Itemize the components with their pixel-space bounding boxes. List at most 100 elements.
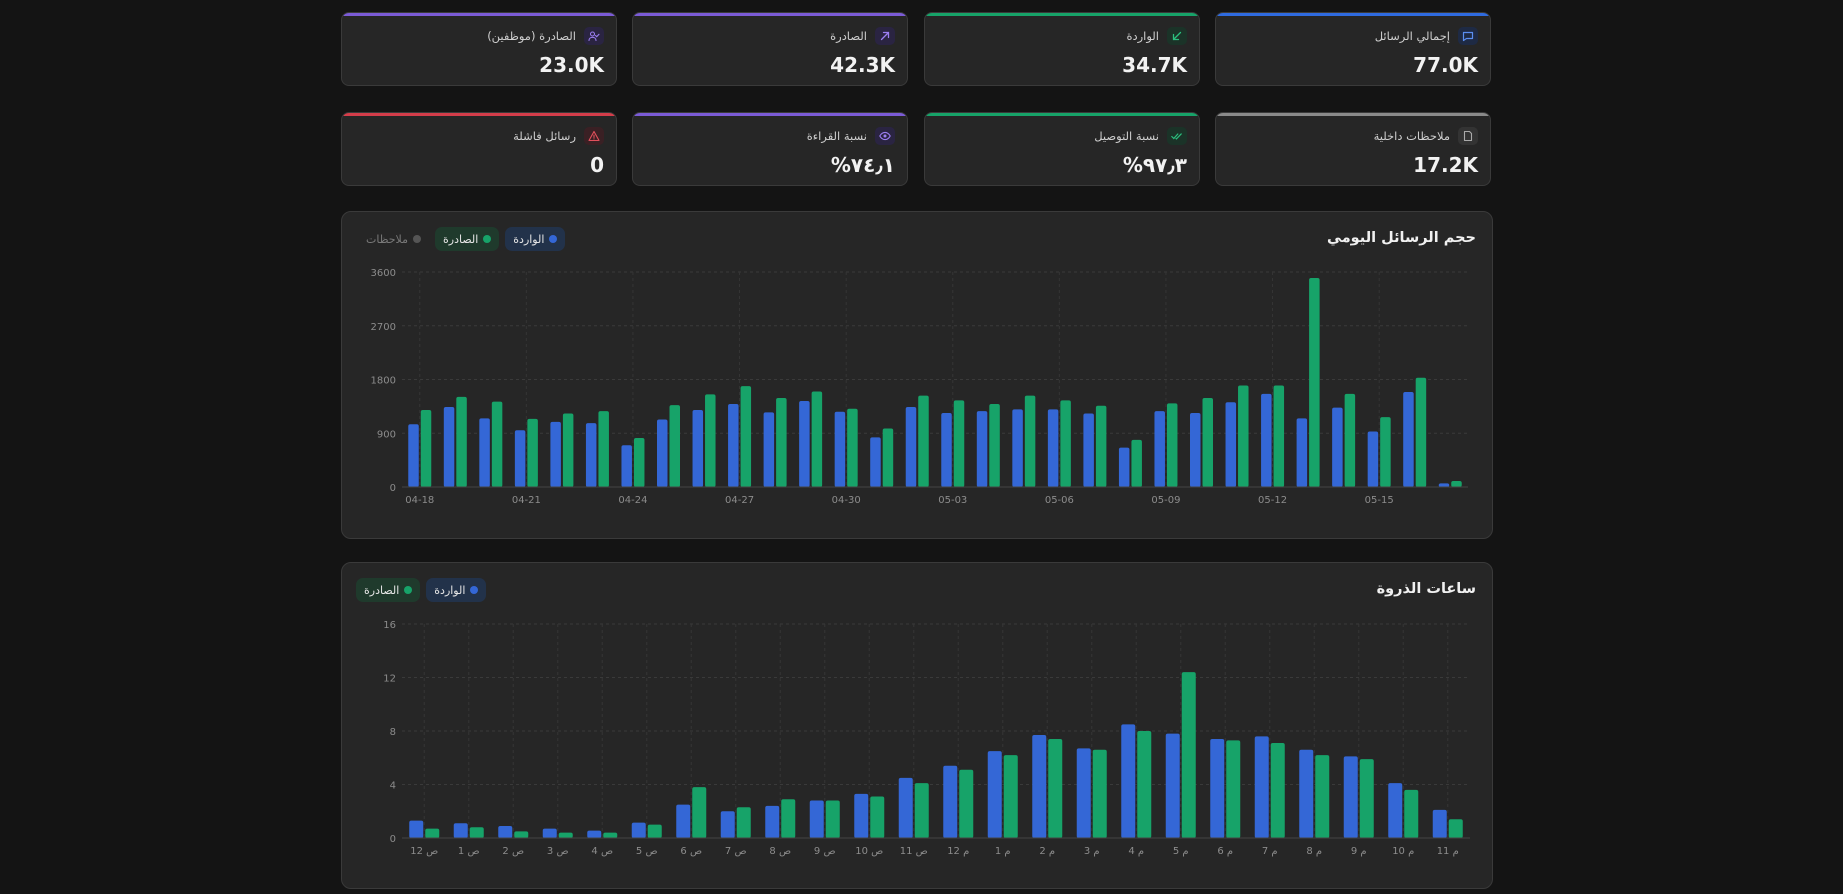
bar-incoming[interactable] <box>987 751 1002 838</box>
bar-outgoing[interactable] <box>1202 398 1214 487</box>
bar-outgoing[interactable] <box>1003 755 1018 838</box>
bar-outgoing[interactable] <box>1309 277 1320 487</box>
bar-incoming[interactable] <box>1438 483 1450 487</box>
bar-outgoing[interactable] <box>456 396 467 487</box>
bar-outgoing[interactable] <box>562 413 574 487</box>
bar-outgoing[interactable] <box>425 828 440 838</box>
bar-outgoing[interactable] <box>1095 405 1107 487</box>
bar-incoming[interactable] <box>1076 748 1091 838</box>
legend-toggle-notes[interactable]: ملاحظات <box>358 227 429 251</box>
bar-incoming[interactable] <box>941 412 952 487</box>
bar-incoming[interactable] <box>976 411 988 487</box>
bar-incoming[interactable] <box>1165 733 1180 838</box>
bar-incoming[interactable] <box>799 401 810 487</box>
bar-incoming[interactable] <box>1261 393 1272 487</box>
bar-incoming[interactable] <box>1083 413 1094 487</box>
bar-incoming[interactable] <box>1190 412 1201 487</box>
bar-incoming[interactable] <box>720 811 735 838</box>
bar-incoming[interactable] <box>453 823 468 838</box>
bar-incoming[interactable] <box>1154 411 1165 487</box>
bar-incoming[interactable] <box>514 430 526 487</box>
bar-incoming[interactable] <box>587 830 602 838</box>
bar-incoming[interactable] <box>1121 724 1136 838</box>
bar-incoming[interactable] <box>1388 783 1403 838</box>
bar-outgoing[interactable] <box>1404 789 1419 838</box>
bar-incoming[interactable] <box>1403 392 1414 487</box>
bar-incoming[interactable] <box>870 437 881 487</box>
legend-toggle-incoming[interactable]: الواردة <box>426 578 487 602</box>
bar-outgoing[interactable] <box>1448 819 1463 838</box>
bar-outgoing[interactable] <box>736 807 751 838</box>
bar-outgoing[interactable] <box>1092 749 1107 838</box>
bar-incoming[interactable] <box>550 421 561 487</box>
bar-incoming[interactable] <box>585 423 597 487</box>
bar-outgoing[interactable] <box>1060 400 1071 487</box>
bar-outgoing[interactable] <box>1238 385 1249 487</box>
bar-incoming[interactable] <box>898 777 913 838</box>
bar-outgoing[interactable] <box>647 824 662 838</box>
bar-outgoing[interactable] <box>989 403 1000 487</box>
bar-incoming[interactable] <box>1118 447 1130 487</box>
bar-outgoing[interactable] <box>914 783 929 838</box>
bar-incoming[interactable] <box>1343 756 1358 838</box>
legend-toggle-outgoing[interactable]: الصادرة <box>356 578 421 602</box>
bar-incoming[interactable] <box>765 805 780 838</box>
bar-outgoing[interactable] <box>847 408 858 487</box>
bar-incoming[interactable] <box>621 445 632 487</box>
bar-outgoing[interactable] <box>514 831 529 838</box>
bar-incoming[interactable] <box>1432 809 1447 838</box>
bar-incoming[interactable] <box>905 406 917 487</box>
bar-incoming[interactable] <box>763 412 775 487</box>
bar-outgoing[interactable] <box>633 438 645 487</box>
bar-outgoing[interactable] <box>598 411 609 487</box>
bar-incoming[interactable] <box>1032 735 1047 838</box>
bar-outgoing[interactable] <box>1048 739 1063 838</box>
bar-incoming[interactable] <box>943 765 958 838</box>
bar-outgoing[interactable] <box>1024 395 1036 487</box>
bar-outgoing[interactable] <box>603 832 618 838</box>
bar-incoming[interactable] <box>809 800 824 838</box>
bar-outgoing[interactable] <box>1166 403 1178 487</box>
bar-incoming[interactable] <box>1367 431 1379 487</box>
legend-toggle-incoming[interactable]: الواردة <box>505 227 566 251</box>
bar-outgoing[interactable] <box>1273 385 1285 487</box>
bar-outgoing[interactable] <box>953 400 965 487</box>
bar-outgoing[interactable] <box>1315 755 1330 838</box>
bar-incoming[interactable] <box>854 793 869 838</box>
bar-outgoing[interactable] <box>918 395 929 487</box>
bar-incoming[interactable] <box>1225 402 1237 487</box>
bar-incoming[interactable] <box>676 804 691 838</box>
bar-incoming[interactable] <box>1047 409 1059 487</box>
bar-outgoing[interactable] <box>1226 740 1241 838</box>
bar-outgoing[interactable] <box>1415 377 1427 487</box>
bar-outgoing[interactable] <box>959 769 974 838</box>
bar-incoming[interactable] <box>631 822 646 838</box>
bar-outgoing[interactable] <box>776 398 787 487</box>
bar-outgoing[interactable] <box>781 799 796 838</box>
bar-outgoing[interactable] <box>469 827 484 838</box>
bar-incoming[interactable] <box>1296 418 1308 487</box>
bar-outgoing[interactable] <box>870 796 885 838</box>
bar-outgoing[interactable] <box>1270 743 1285 838</box>
bar-incoming[interactable] <box>657 419 668 487</box>
bar-incoming[interactable] <box>1254 736 1269 838</box>
bar-incoming[interactable] <box>692 409 704 487</box>
bar-outgoing[interactable] <box>825 800 840 838</box>
bar-outgoing[interactable] <box>1359 759 1374 838</box>
bar-incoming[interactable] <box>443 406 455 487</box>
bar-incoming[interactable] <box>409 820 424 838</box>
bar-outgoing[interactable] <box>811 391 823 487</box>
bar-incoming[interactable] <box>1012 409 1023 487</box>
bar-outgoing[interactable] <box>705 394 716 487</box>
bar-outgoing[interactable] <box>1181 672 1196 838</box>
legend-toggle-outgoing[interactable]: الصادرة <box>435 227 500 251</box>
bar-outgoing[interactable] <box>558 832 573 838</box>
bar-outgoing[interactable] <box>420 409 432 487</box>
bar-incoming[interactable] <box>1299 749 1314 838</box>
bar-outgoing[interactable] <box>1131 439 1142 487</box>
bar-incoming[interactable] <box>1210 739 1225 838</box>
bar-outgoing[interactable] <box>740 386 752 487</box>
bar-incoming[interactable] <box>498 825 513 838</box>
bar-outgoing[interactable] <box>692 787 707 838</box>
bar-outgoing[interactable] <box>527 418 538 487</box>
